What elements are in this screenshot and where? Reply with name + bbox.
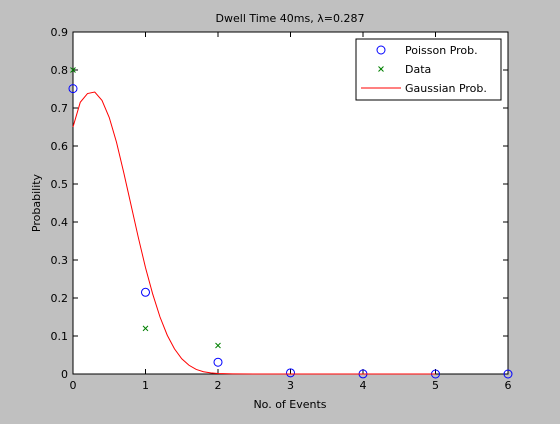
x-tick-label: 0 [70, 379, 77, 392]
chart-title: Dwell Time 40ms, λ=0.287 [216, 12, 365, 25]
axis-ticks: 0 1 2 3 4 5 6 0 0.1 0.2 0.3 0.4 0.5 0.6 0.7 0.8 0.9 [51, 26, 512, 392]
poisson-point [286, 368, 295, 378]
poisson-point [141, 287, 150, 297]
y-tick-label: 0 [61, 368, 68, 381]
poisson-point [68, 84, 78, 94]
y-tick-label: 0.8 [51, 64, 69, 77]
legend-label: Data [405, 63, 431, 76]
x-axis-label: No. of Events [253, 398, 326, 411]
data-point-stroke [70, 67, 76, 73]
x-tick-label: 6 [505, 379, 512, 392]
y-tick-label: 0.3 [51, 254, 69, 267]
y-tick-label: 0.6 [51, 140, 69, 153]
data-marks [68, 67, 513, 379]
legend-label: Gaussian Prob. [405, 82, 487, 95]
y-tick-label: 0.7 [51, 102, 69, 115]
legend-circle-swatch [376, 45, 386, 55]
data-point-stroke [215, 342, 221, 349]
y-tick-label: 0.4 [51, 216, 69, 229]
data-point-stroke [142, 325, 149, 332]
y-tick-label: 0.2 [51, 292, 69, 305]
data-point [70, 67, 76, 73]
gaussian-curve [72, 91, 436, 375]
y-tick-label: 0.5 [51, 178, 69, 191]
legend: Poisson Prob. Data Gaussian Prob. [355, 38, 502, 101]
x-tick-label: 3 [287, 379, 294, 392]
y-tick-label: 0.9 [51, 26, 69, 39]
x-tick-label: 5 [432, 379, 439, 392]
poisson-point [503, 369, 513, 379]
x-tick-label: 1 [142, 379, 149, 392]
x-tick-label: 4 [360, 379, 367, 392]
legend-label: Poisson Prob. [405, 44, 478, 57]
poisson-point [213, 357, 223, 367]
legend-x-swatch [378, 66, 384, 72]
y-axis-label: Probability [30, 173, 43, 232]
x-tick-label: 2 [215, 379, 222, 392]
data-point [215, 342, 221, 349]
data-point [142, 325, 149, 332]
y-tick-label: 0.1 [51, 330, 69, 343]
